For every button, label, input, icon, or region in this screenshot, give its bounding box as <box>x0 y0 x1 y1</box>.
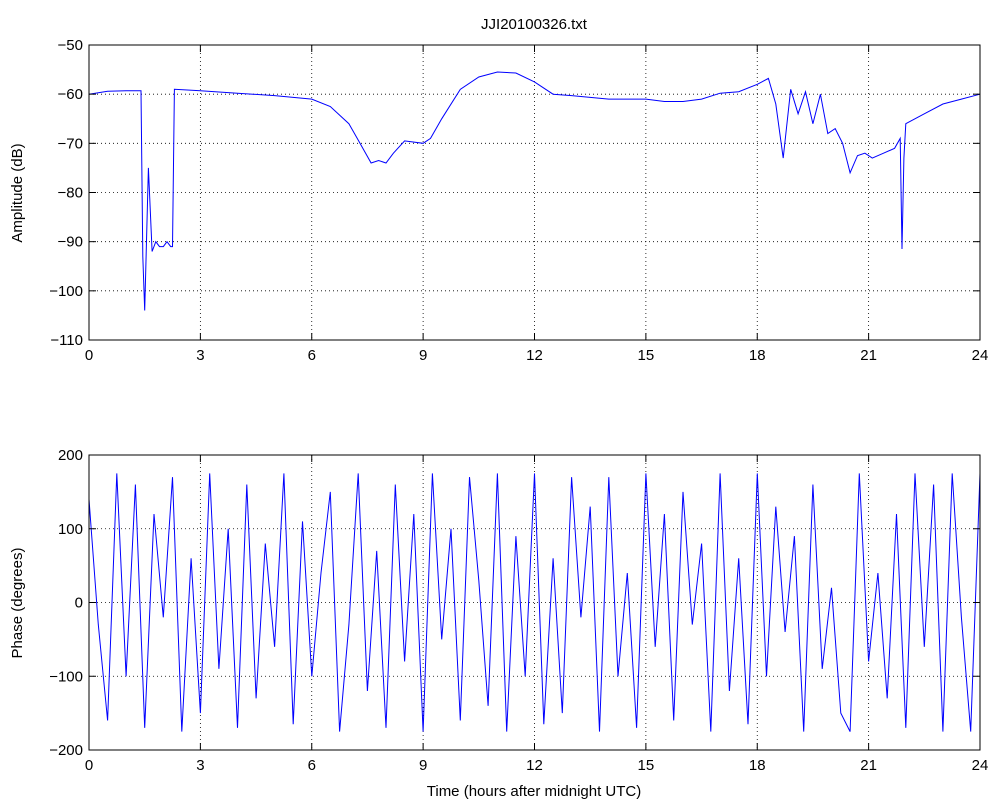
x-tick-label: 6 <box>308 757 316 774</box>
y-tick-label: 0 <box>75 595 83 612</box>
y-tick-label: −80 <box>58 185 83 202</box>
x-tick-label: 9 <box>419 347 427 364</box>
x-tick-label: 12 <box>526 347 543 364</box>
series-line <box>88 473 981 732</box>
x-tick-label: 18 <box>749 347 766 364</box>
amplitude-panel: 0 3 6 9 12 15 18 21 24 −110 −100 −90 −80 −70 −60 −50 <box>49 37 988 364</box>
series-line <box>88 71 981 311</box>
y-tick-label: 200 <box>58 447 83 464</box>
y-tick-label: −110 <box>50 332 83 349</box>
x-tick-label: 3 <box>196 347 204 364</box>
phase-y-axis-label: Phase (degrees) <box>9 548 26 659</box>
y-tick-label: −70 <box>58 135 83 152</box>
y-tick-label: −60 <box>58 86 83 103</box>
x-tick-label: 0 <box>85 347 93 364</box>
x-tick-label: 9 <box>419 757 427 774</box>
x-tick-label: 12 <box>526 757 543 774</box>
y-tick-label: −100 <box>49 668 83 685</box>
phase-panel: 0 3 6 9 12 15 18 21 24 −200 −100 0 100 200 <box>49 447 988 774</box>
chart-title: JJI20100326.txt <box>481 16 588 33</box>
x-tick-label: 15 <box>638 757 655 774</box>
y-tick-label: −200 <box>49 742 83 759</box>
x-tick-label: 24 <box>972 347 989 364</box>
y-tick-label: −100 <box>49 283 83 300</box>
x-tick-label: 3 <box>196 757 204 774</box>
y-tick-label: −90 <box>58 234 83 251</box>
amplitude-y-axis-label: Amplitude (dB) <box>9 143 26 242</box>
x-tick-label: 24 <box>972 757 989 774</box>
x-tick-label: 15 <box>638 347 655 364</box>
y-tick-label: −50 <box>58 37 83 54</box>
x-tick-label: 21 <box>860 757 877 774</box>
x-tick-label: 21 <box>860 347 877 364</box>
x-tick-label: 18 <box>749 757 766 774</box>
x-axis-label: Time (hours after midnight UTC) <box>427 783 642 800</box>
x-tick-label: 0 <box>85 757 93 774</box>
x-tick-label: 6 <box>308 347 316 364</box>
y-tick-label: 100 <box>58 521 83 538</box>
